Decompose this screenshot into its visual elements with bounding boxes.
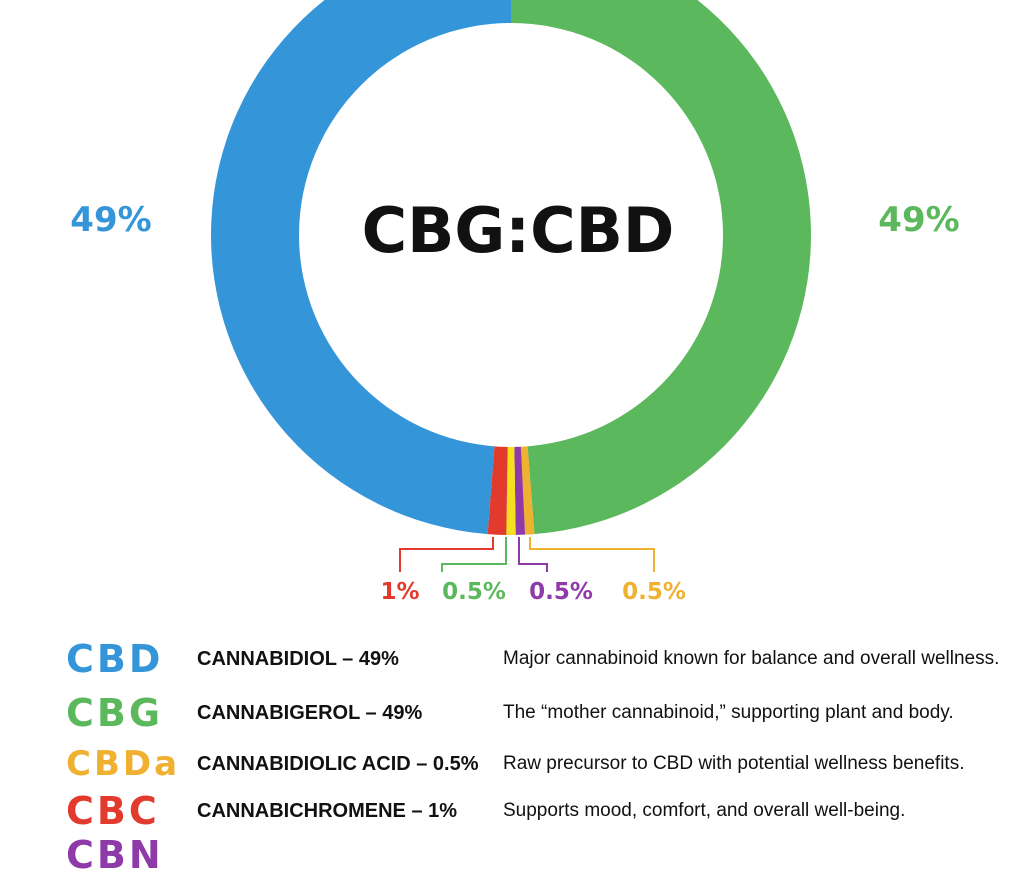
legend-row-cbg: CBG CANNABIGEROL – 49% The “mother canna… xyxy=(0,688,1024,738)
legend-description: The “mother cannabinoid,” supporting pla… xyxy=(503,702,954,723)
leader-line-green xyxy=(441,537,507,572)
legend-abbr: CBN xyxy=(66,833,164,877)
donut-hole xyxy=(299,23,723,447)
small-label-1pct: 1% xyxy=(380,579,419,605)
legend-abbr: CBC xyxy=(66,789,160,833)
cbd-percent-label: 49% xyxy=(70,200,151,240)
legend-row-cbc: CBC CANNABICHROMENE – 1% Supports mood, … xyxy=(0,786,1024,836)
donut-chart: CBG:CBD 49% 49% 1% 0.5% 0.5% 0.5% xyxy=(70,0,960,605)
legend-description: Supports mood, comfort, and overall well… xyxy=(503,800,906,821)
legend-abbr: CBDa xyxy=(66,744,181,784)
leader-line-orange xyxy=(529,537,655,572)
legend-name: CANNABIDIOL – 49% xyxy=(197,648,399,670)
small-label-0-5pct-purple: 0.5% xyxy=(529,579,593,605)
legend-row-cbda: CBDa CANNABIDIOLIC ACID – 0.5% Raw precu… xyxy=(0,739,1024,789)
legend-row-cbn: CBN xyxy=(0,830,1024,880)
legend-description: Raw precursor to CBD with potential well… xyxy=(503,753,965,774)
small-label-0-5pct-orange: 0.5% xyxy=(622,579,686,605)
cbg-percent-label: 49% xyxy=(878,200,959,240)
legend-abbr: CBD xyxy=(66,637,164,681)
legend-abbr: CBG xyxy=(66,691,164,735)
center-label: CBG:CBD xyxy=(362,194,675,267)
leader-line-purple xyxy=(518,537,548,572)
legend-description: Major cannabinoid known for balance and … xyxy=(503,648,1000,669)
legend-name: CANNABICHROMENE – 1% xyxy=(197,800,458,822)
small-label-0-5pct-green: 0.5% xyxy=(442,579,506,605)
leader-line-red xyxy=(399,537,494,572)
legend-name: CANNABIDIOLIC ACID – 0.5% xyxy=(197,753,479,775)
legend-name: CANNABIGEROL – 49% xyxy=(197,702,423,724)
legend-row-cbd: CBD CANNABIDIOL – 49% Major cannabinoid … xyxy=(0,634,1024,684)
leader-lines xyxy=(399,537,655,572)
